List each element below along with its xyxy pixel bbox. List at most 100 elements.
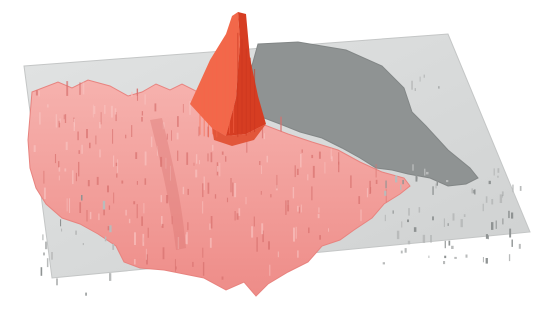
scatter-column (460, 219, 463, 228)
scatter-column (473, 190, 476, 194)
scatter-column (413, 227, 417, 232)
scatter-column (42, 234, 44, 241)
scatter-column (426, 171, 429, 175)
scatter-column (446, 180, 449, 183)
peak-left-face (190, 12, 240, 136)
peak-front-face (212, 124, 266, 146)
scatter-column (85, 292, 87, 296)
scatter-column (485, 234, 488, 239)
scatter-column (422, 234, 426, 243)
scatter-column (518, 243, 521, 249)
scatter-column (509, 228, 512, 238)
scatter-column (485, 258, 488, 264)
scatter-column (497, 168, 500, 173)
scatter-column (419, 76, 421, 82)
scatter-column (112, 243, 115, 250)
scatter-column (512, 184, 514, 193)
scatter-column (499, 194, 503, 203)
scatter-column (109, 225, 112, 233)
scatter-column (430, 235, 432, 243)
scatter-column (444, 240, 446, 249)
scatter-column (443, 218, 445, 227)
scatter-column (428, 255, 430, 258)
scatter-column (60, 219, 62, 227)
surface-ridges (33, 81, 387, 280)
scatter-column (465, 254, 468, 258)
scatter-column (491, 222, 494, 230)
scatter-column (385, 180, 387, 189)
scatter-column (511, 212, 514, 219)
scatter-column (407, 219, 409, 223)
scatter-columns (40, 74, 522, 296)
neighbor-region (247, 41, 479, 187)
scatter-column (415, 174, 418, 182)
scatter-column (51, 252, 53, 260)
scatter-column (495, 220, 497, 229)
scatter-column (104, 236, 107, 242)
scatter-column (485, 196, 488, 203)
scatter-column (511, 239, 513, 247)
scatter-column (61, 228, 63, 232)
scatter-column (404, 248, 407, 253)
scatter-column (451, 245, 454, 249)
scatter-column (102, 200, 106, 210)
scatter-column (454, 256, 457, 259)
scatter-column (382, 262, 385, 265)
scatter-column (401, 221, 403, 228)
scatter-column (487, 235, 489, 240)
scatter-column (436, 180, 438, 186)
scatter-column (502, 218, 504, 225)
scatter-column (438, 86, 440, 89)
scatter-column (46, 258, 49, 268)
scatter-column (414, 88, 416, 91)
scatter-column (448, 240, 451, 246)
scatter-column (384, 214, 386, 222)
scatter-column (493, 168, 495, 176)
scatter-column (452, 213, 455, 221)
scatter-column (43, 252, 45, 256)
scatter-column (411, 80, 413, 90)
scatter-column (508, 254, 511, 262)
scatter-column (432, 186, 434, 195)
scatter-column (81, 195, 83, 201)
scatter-column (463, 214, 466, 217)
scatter-column (443, 261, 446, 265)
scatter-column (488, 180, 491, 185)
scatter-column (392, 210, 394, 214)
scatter-column (519, 186, 522, 191)
scatter-column (402, 179, 404, 185)
scatter-column (40, 267, 43, 276)
scatter-column (423, 74, 425, 78)
scatter-column (497, 175, 499, 178)
scatter-column (45, 241, 48, 250)
scatter-column (400, 250, 403, 254)
scatter-column (482, 203, 484, 212)
scatter-column (407, 240, 411, 245)
surface-central-ridge (150, 118, 186, 250)
peak-columns (199, 23, 256, 138)
scatter-column (408, 208, 410, 216)
scatter-column (384, 190, 387, 196)
scatter-column (395, 175, 398, 183)
scatter-column (400, 184, 402, 190)
scatter-column (424, 168, 426, 176)
scatter-column (435, 183, 437, 189)
population-surface (27, 79, 411, 297)
scatter-column (491, 199, 494, 205)
scatter-column (501, 191, 504, 196)
scatter-column (482, 257, 484, 263)
scatter-column (418, 207, 421, 213)
scatter-column (396, 230, 400, 240)
scatter-column (412, 164, 414, 171)
scatter-column (109, 273, 112, 281)
scatter-column (444, 255, 447, 259)
scatter-column (82, 243, 84, 246)
scatter-column (432, 216, 434, 221)
scatter-column (56, 278, 58, 286)
scatter-column (75, 230, 77, 235)
scatter-column (508, 210, 510, 219)
population-peak (190, 12, 266, 146)
scatter-column (471, 188, 474, 194)
